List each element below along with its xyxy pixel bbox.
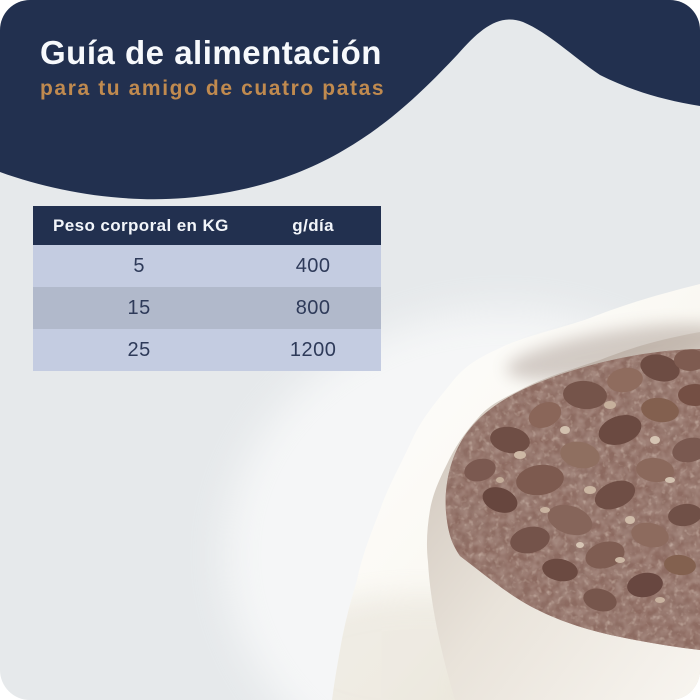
weight-cell: 5 (133, 254, 145, 277)
feeding-table: Peso corporal en KG g/día 5 400 15 800 2… (33, 206, 381, 371)
table-row: 25 1200 (33, 329, 381, 371)
grams-cell: 800 (295, 296, 331, 319)
grams-cell: 400 (295, 254, 331, 277)
table-header-grams-per-day: g/día (292, 215, 334, 235)
page-title: Guía de alimentación (40, 34, 382, 71)
header: Guía de alimentación para tu amigo de cu… (40, 34, 385, 101)
table-row: 15 800 (33, 287, 381, 329)
header-wave-shape (0, 0, 700, 200)
grams-cell: 1200 (289, 338, 337, 361)
table-header-row: Peso corporal en KG g/día (33, 206, 381, 245)
rim-shadow (506, 323, 700, 381)
weight-cell: 15 (127, 296, 151, 319)
table-row: 5 400 (33, 245, 381, 287)
weight-cell: 25 (127, 338, 151, 361)
header-wave (0, 0, 700, 200)
page-subtitle: para tu amigo de cuatro patas (40, 76, 386, 100)
table-header-weight: Peso corporal en KG (53, 215, 229, 235)
